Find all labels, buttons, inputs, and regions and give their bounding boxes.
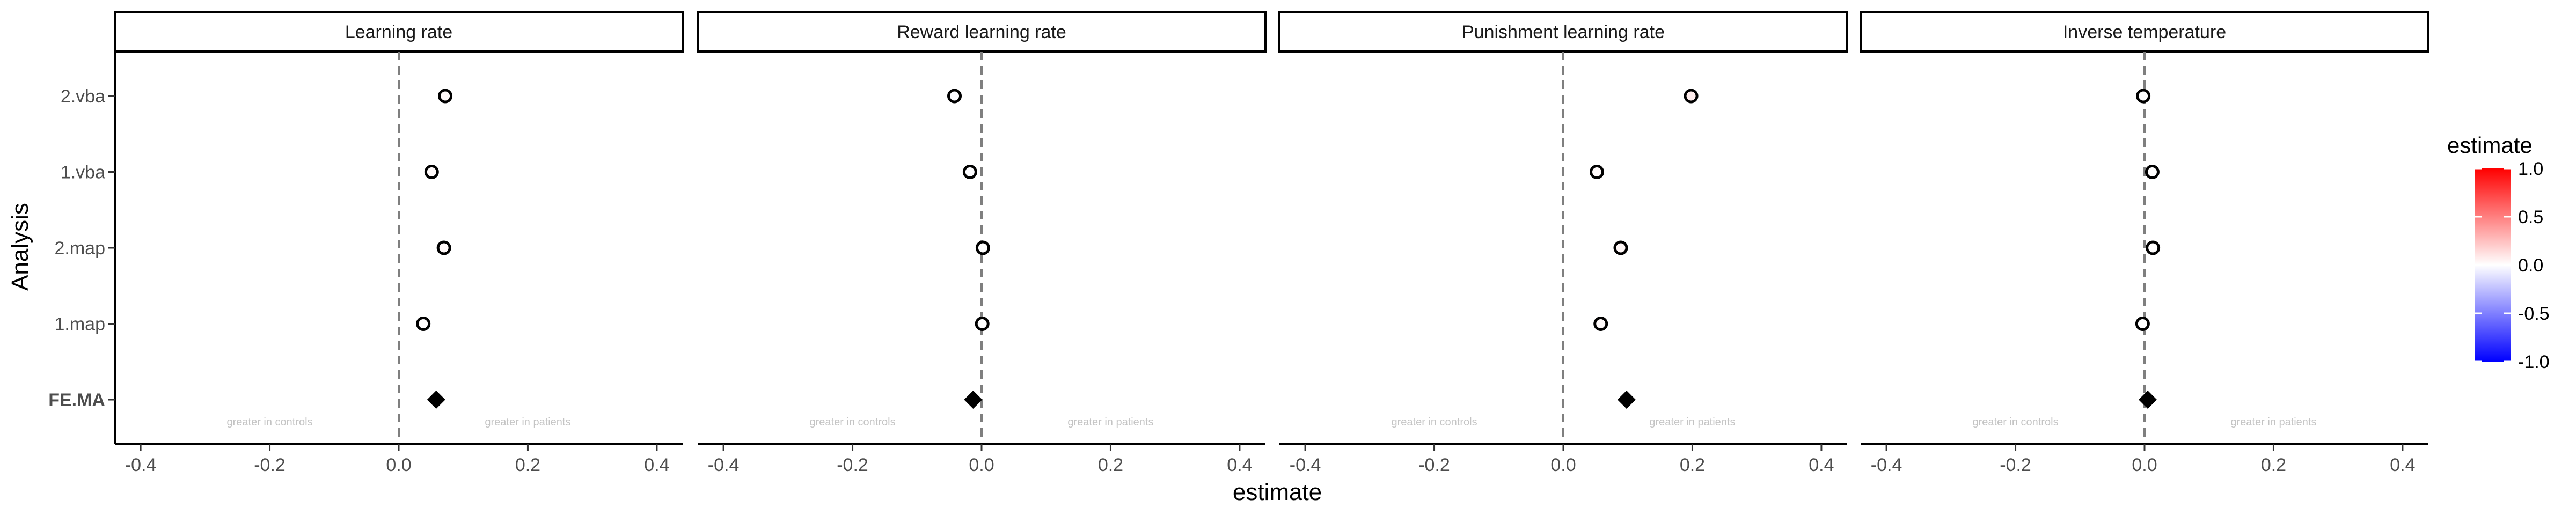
data-point (416, 317, 431, 331)
x-tick-label: 0.4 (1227, 455, 1252, 475)
y-category-labels: 2.vba 1.vba 2.map 1.map FE.MA (48, 86, 115, 410)
strip-title: Punishment learning rate (1462, 22, 1665, 42)
data-point (2136, 89, 2151, 104)
x-tick-label: -0.4 (1871, 455, 1902, 475)
strip-title: Inverse temperature (2063, 22, 2226, 42)
annotation-patients: greater in patients (1067, 416, 1153, 428)
data-point (975, 317, 990, 331)
y-axis-title: Analysis (7, 203, 33, 291)
annotation-patients: greater in patients (2230, 416, 2316, 428)
panel-inverse-temperature: Inverse temperature -0.4 -0.2 0.0 0.2 0.4 grea… (1860, 11, 2429, 475)
x-tick-label: 0.2 (2261, 455, 2286, 475)
y-category-label: 1.vba (61, 163, 105, 183)
data-point (2146, 240, 2161, 255)
x-tick-label: -0.2 (837, 455, 868, 475)
x-tick-label: 0.4 (644, 455, 669, 475)
x-tick-label: -0.4 (125, 455, 157, 475)
x-tick-label: 0.2 (1680, 455, 1705, 475)
x-tick-label: 0.0 (2132, 455, 2157, 475)
data-point (438, 89, 453, 104)
x-tick-label: 0.0 (969, 455, 994, 475)
data-point (1590, 165, 1605, 179)
x-tick-label: 0.2 (1098, 455, 1123, 475)
data-point (2145, 165, 2160, 179)
data-point (1613, 240, 1628, 255)
annotation-controls: greater in controls (1973, 416, 2059, 428)
annotation-controls: greater in controls (227, 416, 313, 428)
strip-header (114, 11, 684, 53)
x-tick-label: 0.4 (1809, 455, 1834, 475)
data-point (1684, 89, 1699, 104)
legend-ticks: 1.0 0.5 0.0 -0.5 -1.0 (2475, 159, 2550, 372)
data-point-diamond (427, 391, 445, 409)
strip-header (1860, 11, 2429, 53)
y-category-label: FE.MA (48, 390, 105, 410)
legend-tick-label: 0.5 (2518, 207, 2543, 227)
color-legend: estimate 1.0 0.5 0.0 -0.5 -1.0 (2447, 133, 2550, 372)
legend-tick-label: 1.0 (2518, 159, 2543, 179)
annotation-controls: greater in controls (810, 416, 896, 428)
x-tick-label: -0.2 (1418, 455, 1450, 475)
y-category-label: 2.map (55, 238, 106, 259)
panel-learning-rate: Learning rate -0.4 -0.2 0.0 0.2 0.4 greater in… (114, 11, 684, 475)
panels: Learning rate -0.4 -0.2 0.0 0.2 0.4 greater in… (114, 11, 2429, 475)
x-tick-label: -0.4 (1290, 455, 1321, 475)
strip-title: Reward learning rate (897, 22, 1066, 42)
data-point (436, 240, 451, 255)
data-point (962, 165, 977, 179)
strip-header (1278, 11, 1848, 53)
y-category-label: 2.vba (61, 86, 105, 107)
data-point-diamond (964, 391, 983, 409)
x-tick-label: -0.2 (2000, 455, 2031, 475)
x-tick-label: 0.0 (1550, 455, 1576, 475)
x-axis-title: estimate (1233, 479, 1322, 505)
x-tick-label: 0.2 (515, 455, 540, 475)
x-tick-label: -0.2 (254, 455, 286, 475)
panel-punishment-learning-rate: Punishment learning rate -0.4 -0.2 0.0 0.2 0.… (1278, 11, 1848, 475)
data-point (424, 165, 439, 179)
data-point-diamond (2139, 391, 2157, 409)
x-tick-label: 0.4 (2390, 455, 2415, 475)
y-category-label: 1.map (55, 314, 106, 335)
x-tick-label: -0.4 (708, 455, 740, 475)
data-point-diamond (1617, 391, 1636, 409)
legend-tick-label: -0.5 (2518, 304, 2550, 324)
annotation-patients: greater in patients (1649, 416, 1735, 428)
data-point (975, 240, 990, 255)
annotation-patients: greater in patients (485, 416, 570, 428)
annotation-controls: greater in controls (1392, 416, 1477, 428)
strip-title: Learning rate (345, 22, 452, 42)
data-point (1593, 317, 1608, 331)
x-tick-label: 0.0 (386, 455, 411, 475)
data-point (2135, 317, 2150, 331)
panel-reward-learning-rate: Reward learning rate -0.4 -0.2 0.0 0.2 0.4 gre… (697, 11, 1267, 475)
legend-tick-label: 0.0 (2518, 255, 2543, 276)
legend-tick-label: -1.0 (2518, 352, 2550, 372)
legend-title: estimate (2447, 133, 2533, 158)
data-point (947, 89, 962, 104)
